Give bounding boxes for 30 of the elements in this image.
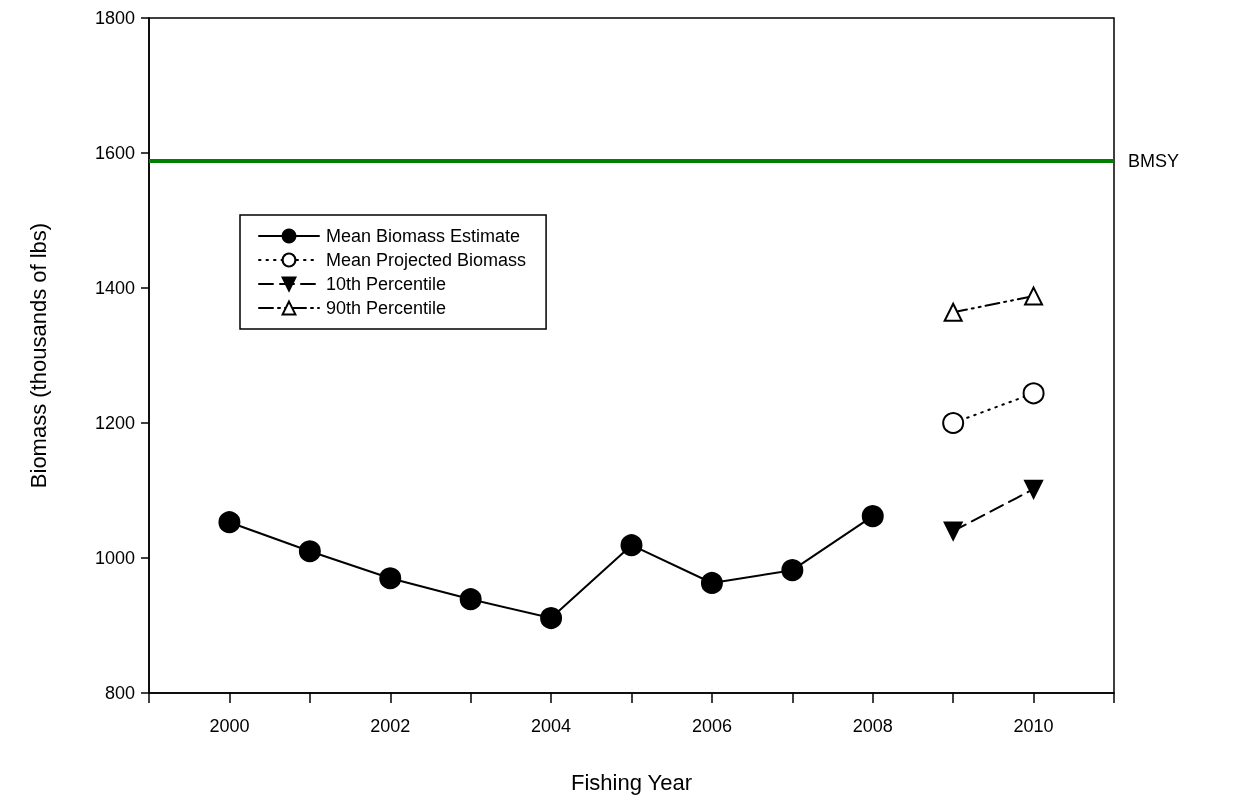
y-tick-label: 1600 <box>94 143 135 163</box>
point <box>1022 382 1045 405</box>
point <box>700 571 723 594</box>
point <box>379 567 402 590</box>
point <box>861 505 884 528</box>
y-tick-label: 1800 <box>94 8 135 28</box>
x-tick-label: 2002 <box>370 716 411 736</box>
point <box>781 559 804 582</box>
point <box>620 534 643 557</box>
legend-label: Mean Projected Biomass <box>326 250 527 270</box>
ref-line-label: BMSY <box>1128 151 1180 172</box>
point <box>540 607 563 630</box>
legend-label: Mean Biomass Estimate <box>326 226 521 246</box>
point <box>942 412 965 434</box>
x-axis-title: Fishing Year <box>570 769 693 795</box>
y-axis-title: Biomass (thousands of lbs) <box>25 222 51 489</box>
legend-label: 10th Percentile <box>326 274 447 294</box>
legend-label: 90th Percentile <box>326 298 447 318</box>
x-tick-label: 2006 <box>691 716 732 736</box>
point <box>298 540 321 563</box>
y-tick-label: 800 <box>104 683 135 703</box>
x-tick-label: 2004 <box>531 716 572 736</box>
y-tick-label: 1400 <box>94 278 135 298</box>
point <box>218 511 241 534</box>
x-tick-label: 2000 <box>209 716 250 736</box>
y-tick-label: 1000 <box>94 548 135 568</box>
point <box>459 588 482 611</box>
x-tick-label: 2010 <box>1013 716 1054 736</box>
x-tick-label: 2008 <box>852 716 893 736</box>
y-tick-label: 1200 <box>94 413 135 433</box>
